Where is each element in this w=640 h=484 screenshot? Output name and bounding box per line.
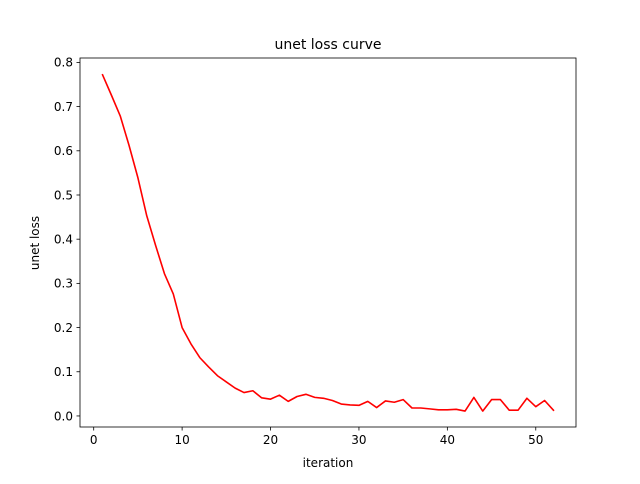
x-tick-label: 40	[440, 433, 455, 447]
data-point	[128, 145, 130, 147]
y-tick-label: 0.3	[54, 277, 73, 291]
data-point	[208, 366, 210, 368]
data-point	[119, 115, 121, 117]
x-axis: 0 10 20 30 40 50	[90, 427, 543, 447]
data-point	[172, 293, 174, 295]
data-point	[446, 409, 448, 411]
data-point	[500, 399, 502, 401]
data-point	[553, 409, 555, 411]
y-tick-label: 0.1	[54, 365, 73, 379]
data-point	[287, 400, 289, 402]
y-tick-label: 0.6	[54, 144, 73, 158]
data-point	[438, 409, 440, 411]
data-point	[491, 399, 493, 401]
data-point	[358, 404, 360, 406]
x-axis-label: iteration	[303, 456, 354, 470]
data-point	[137, 177, 139, 179]
data-point	[376, 407, 378, 409]
plot-area-frame	[79, 57, 577, 428]
series-layer	[101, 73, 555, 412]
data-point	[199, 357, 201, 359]
data-point	[181, 327, 183, 329]
data-point	[455, 408, 457, 410]
y-tick-label: 0.5	[54, 188, 73, 202]
x-tick-label: 20	[263, 433, 278, 447]
data-point	[225, 381, 227, 383]
data-point	[402, 399, 404, 401]
data-point	[393, 401, 395, 403]
data-point	[464, 410, 466, 412]
y-axis: 0.0 0.1 0.2 0.3 0.4 0.5 0.6 0.7 0.8	[54, 56, 80, 423]
data-point	[367, 400, 369, 402]
x-tick-label: 30	[351, 433, 366, 447]
data-point	[155, 244, 157, 246]
data-point	[473, 396, 475, 398]
y-tick-label: 0.2	[54, 321, 73, 335]
y-tick-label: 0.7	[54, 100, 73, 114]
data-point	[243, 392, 245, 394]
chart-title: unet loss curve	[274, 37, 381, 53]
data-point	[429, 408, 431, 410]
data-point	[234, 387, 236, 389]
data-point	[517, 409, 519, 411]
loss-series-line	[101, 73, 555, 412]
x-tick-label: 50	[528, 433, 543, 447]
data-point	[332, 400, 334, 402]
data-point	[411, 407, 413, 409]
data-point	[217, 375, 219, 377]
data-point	[110, 94, 112, 96]
data-point	[146, 215, 148, 217]
data-point	[535, 406, 537, 408]
data-point	[323, 397, 325, 399]
y-tick-label: 0.4	[54, 232, 73, 246]
data-point	[385, 400, 387, 402]
data-point	[482, 410, 484, 412]
data-point	[164, 273, 166, 275]
data-point	[102, 74, 104, 76]
data-point	[278, 394, 280, 396]
data-point	[270, 398, 272, 400]
data-point	[261, 397, 263, 399]
data-point	[349, 404, 351, 406]
y-tick-label: 0.8	[54, 56, 73, 70]
y-axis-label: unet loss	[28, 216, 42, 270]
data-point	[314, 396, 316, 398]
data-point	[526, 397, 528, 399]
data-point	[340, 403, 342, 405]
data-point	[544, 400, 546, 402]
data-point	[296, 396, 298, 398]
x-tick-label: 10	[174, 433, 189, 447]
x-tick-label: 0	[90, 433, 98, 447]
data-point	[420, 407, 422, 409]
data-point	[190, 343, 192, 345]
data-point	[252, 390, 254, 392]
y-tick-label: 0.0	[54, 409, 73, 423]
data-point	[508, 409, 510, 411]
data-point	[305, 393, 307, 395]
